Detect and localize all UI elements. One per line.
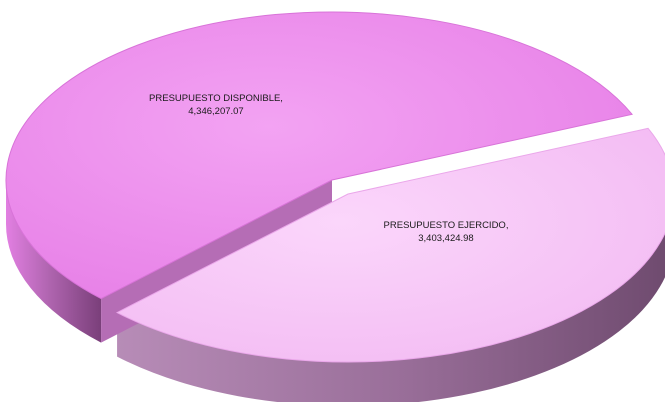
pie-slice-side-0 bbox=[6, 180, 102, 343]
slice-label-value-1: 3,403,424.98 bbox=[418, 233, 473, 244]
pie-slice-0 bbox=[5, 11, 633, 300]
label-group: PRESUPUESTO DISPONIBLE, 4,346,207.07 PRESU… bbox=[149, 93, 508, 244]
slice-label-name-1: PRESUPUESTO EJERCIDO, bbox=[384, 220, 509, 231]
pie-slice-1 bbox=[115, 127, 665, 363]
slice-label-value-0: 4,346,207.07 bbox=[188, 106, 243, 117]
pie-slice-side-1 bbox=[117, 233, 665, 402]
pie-group bbox=[5, 11, 665, 402]
slice-label-name-0: PRESUPUESTO DISPONIBLE, bbox=[149, 93, 283, 104]
